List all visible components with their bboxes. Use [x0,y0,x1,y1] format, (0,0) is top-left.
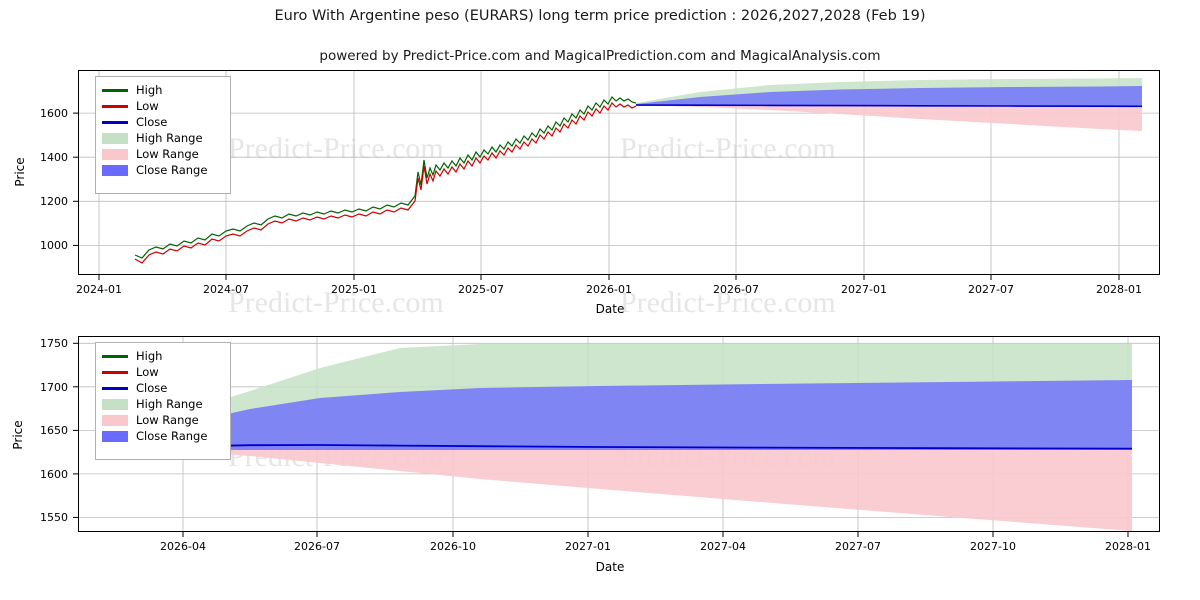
overview-xtick: 2026-01 [586,283,632,296]
low-range-swatch [102,414,128,426]
overview-xaxis-label: Date [595,302,625,316]
zoom-yaxis-label: Price [11,420,25,450]
legend-label: Close Range [136,163,208,177]
legend-item-close: Close [102,114,223,130]
zoom-ytick: 1650 [40,424,68,437]
overview-yaxis-label: Price [13,157,27,187]
legend-item-high: High [102,348,223,364]
zoom-ytick: 1750 [40,337,68,350]
high-range-swatch [102,398,128,410]
overview-xtick: 2028-01 [1096,283,1142,296]
legend-item-low-range: Low Range [102,412,223,428]
zoom-xtick: 2027-04 [700,540,746,553]
legend-label: High [136,349,163,363]
legend-label: Close Range [136,429,208,443]
legend-label: Low [136,99,159,113]
zoom-xtick: 2026-07 [294,540,340,553]
legend-item-low: Low [102,98,223,114]
legend-item-close-range: Close Range [102,162,223,178]
zoom-xtick: 2026-10 [430,540,476,553]
zoom-plot-frame [78,336,1160,532]
close-line-swatch [102,120,128,124]
high-range-swatch [102,132,128,144]
overview-xtick: 2025-07 [458,283,504,296]
legend-item-high-range: High Range [102,396,223,412]
page-title: Euro With Argentine peso (EURARS) long t… [274,8,926,24]
zoom-xaxis-label: Date [595,560,625,574]
overview-ytick: 1200 [40,195,68,208]
chart-overview-panel: Predict-Price.com Predict-Price.com Pred… [13,70,1160,319]
high-line-swatch [102,88,128,92]
zoom-ytick: 1700 [40,381,68,394]
zoom-xtick: 2028-01 [1105,540,1151,553]
legend-label: Close [136,381,168,395]
overview-legend: High Low Close High Range Low Range Clos… [95,76,231,194]
legend-label: High Range [136,131,203,145]
overview-xtick: 2027-01 [841,283,887,296]
zoom-xtick: 2027-07 [835,540,881,553]
legend-label: Low [136,365,159,379]
legend-label: High [136,83,163,97]
close-range-swatch [102,430,128,442]
low-line-swatch [102,370,128,374]
overview-plot-frame [78,70,1160,275]
close-line-swatch [102,386,128,390]
overview-xtick: 2024-01 [76,283,122,296]
zoom-chart-svg [73,336,1160,537]
zoom-ytick: 1550 [40,511,68,524]
legend-label: Low Range [136,147,199,161]
legend-label: Low Range [136,413,199,427]
legend-label: Close [136,115,168,129]
legend-item-low-range: Low Range [102,146,223,162]
overview-xtick: 2025-01 [331,283,377,296]
zoom-ytick: 1600 [40,468,68,481]
legend-item-close-range: Close Range [102,428,223,444]
legend-item-close: Close [102,380,223,396]
close-range-swatch [102,164,128,176]
low-line-swatch [102,104,128,108]
overview-ytick: 1400 [40,151,68,164]
zoom-legend: High Low Close High Range Low Range Clos… [95,342,231,460]
overview-xtick: 2027-07 [968,283,1014,296]
page-subtitle: powered by Predict-Price.com and Magical… [319,48,881,64]
high-line-swatch [102,354,128,358]
legend-label: High Range [136,397,203,411]
chart-zoom-panel: Predict-Price.com Predict-Price.com [0,320,1200,600]
overview-xtick: 2024-07 [203,283,249,296]
overview-chart-svg [73,70,1160,280]
overview-xtick: 2026-07 [713,283,759,296]
legend-item-low: Low [102,364,223,380]
zoom-xtick: 2027-01 [565,540,611,553]
zoom-xtick: 2027-10 [970,540,1016,553]
zoom-xtick: 2026-04 [160,540,206,553]
legend-item-high-range: High Range [102,130,223,146]
low-range-swatch [102,148,128,160]
legend-item-high: High [102,82,223,98]
overview-ytick: 1600 [40,107,68,120]
overview-ytick: 1000 [40,239,68,252]
